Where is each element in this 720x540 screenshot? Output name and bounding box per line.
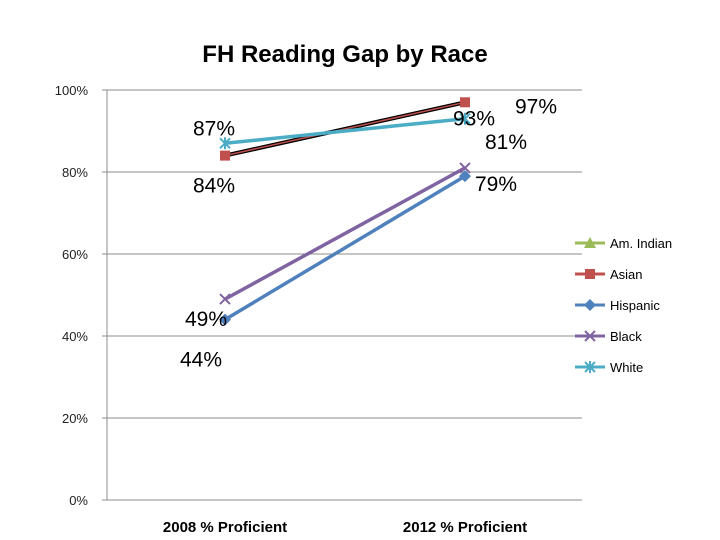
- y-tick-label: 0%: [69, 493, 88, 508]
- marker-square: [220, 150, 230, 161]
- y-tick-label: 100%: [55, 83, 89, 98]
- series-lines: [219, 97, 471, 326]
- marker-diamond: [219, 313, 231, 326]
- marker-x: [219, 293, 231, 305]
- data-label: 49%: [185, 308, 227, 331]
- legend-label: White: [610, 360, 643, 375]
- legend-entry: Am. Indian: [575, 236, 672, 251]
- series-line-white: [224, 116, 466, 146]
- data-label: 93%: [453, 108, 495, 131]
- data-labels: 84% 97% 44% 79% 49% 81% 87% 93%: [180, 95, 557, 371]
- legend-label: Asian: [610, 267, 643, 282]
- marker-square: [460, 97, 470, 108]
- legend-entry: Black: [575, 329, 642, 344]
- data-label: 44%: [180, 349, 222, 372]
- data-label: 84%: [193, 175, 235, 198]
- series-line-black: [224, 166, 466, 301]
- axes: [102, 89, 582, 501]
- marker-diamond: [459, 170, 471, 183]
- data-label: 87%: [193, 117, 235, 140]
- legend-label: Am. Indian: [610, 236, 672, 251]
- y-tick-labels: 0% 20% 40% 60% 80% 100%: [55, 83, 89, 508]
- marker-triangle: [584, 237, 596, 248]
- marker-star: [584, 361, 596, 373]
- grid: [107, 89, 582, 419]
- series-line-hispanic: [224, 174, 466, 322]
- legend-entry: Asian: [575, 267, 643, 282]
- y-tick-label: 20%: [62, 411, 88, 426]
- legend-label: Hispanic: [610, 298, 660, 313]
- marker-square: [585, 269, 595, 279]
- x-tick-label: 2012 % Proficient: [403, 519, 527, 536]
- legend: Am. Indian Asian Hispanic Black White: [575, 236, 672, 375]
- y-tick-label: 80%: [62, 165, 88, 180]
- series-line-asian: [224, 101, 466, 157]
- marker-star: [459, 112, 471, 125]
- y-tick-label: 40%: [62, 329, 88, 344]
- legend-entry: White: [575, 360, 643, 375]
- marker-x: [459, 162, 471, 174]
- legend-label: Black: [610, 329, 642, 344]
- data-label: 97%: [515, 95, 557, 118]
- x-tick-labels: 2008 % Proficient 2012 % Proficient: [163, 519, 527, 536]
- chart-title: FH Reading Gap by Race: [202, 41, 487, 68]
- legend-entry: Hispanic: [575, 298, 660, 313]
- data-label: 79%: [475, 173, 517, 196]
- marker-diamond: [584, 299, 596, 311]
- y-tick-label: 60%: [62, 247, 88, 262]
- data-label: 81%: [485, 131, 527, 154]
- marker-star: [219, 137, 231, 150]
- x-tick-label: 2008 % Proficient: [163, 519, 287, 536]
- marker-x: [584, 330, 596, 342]
